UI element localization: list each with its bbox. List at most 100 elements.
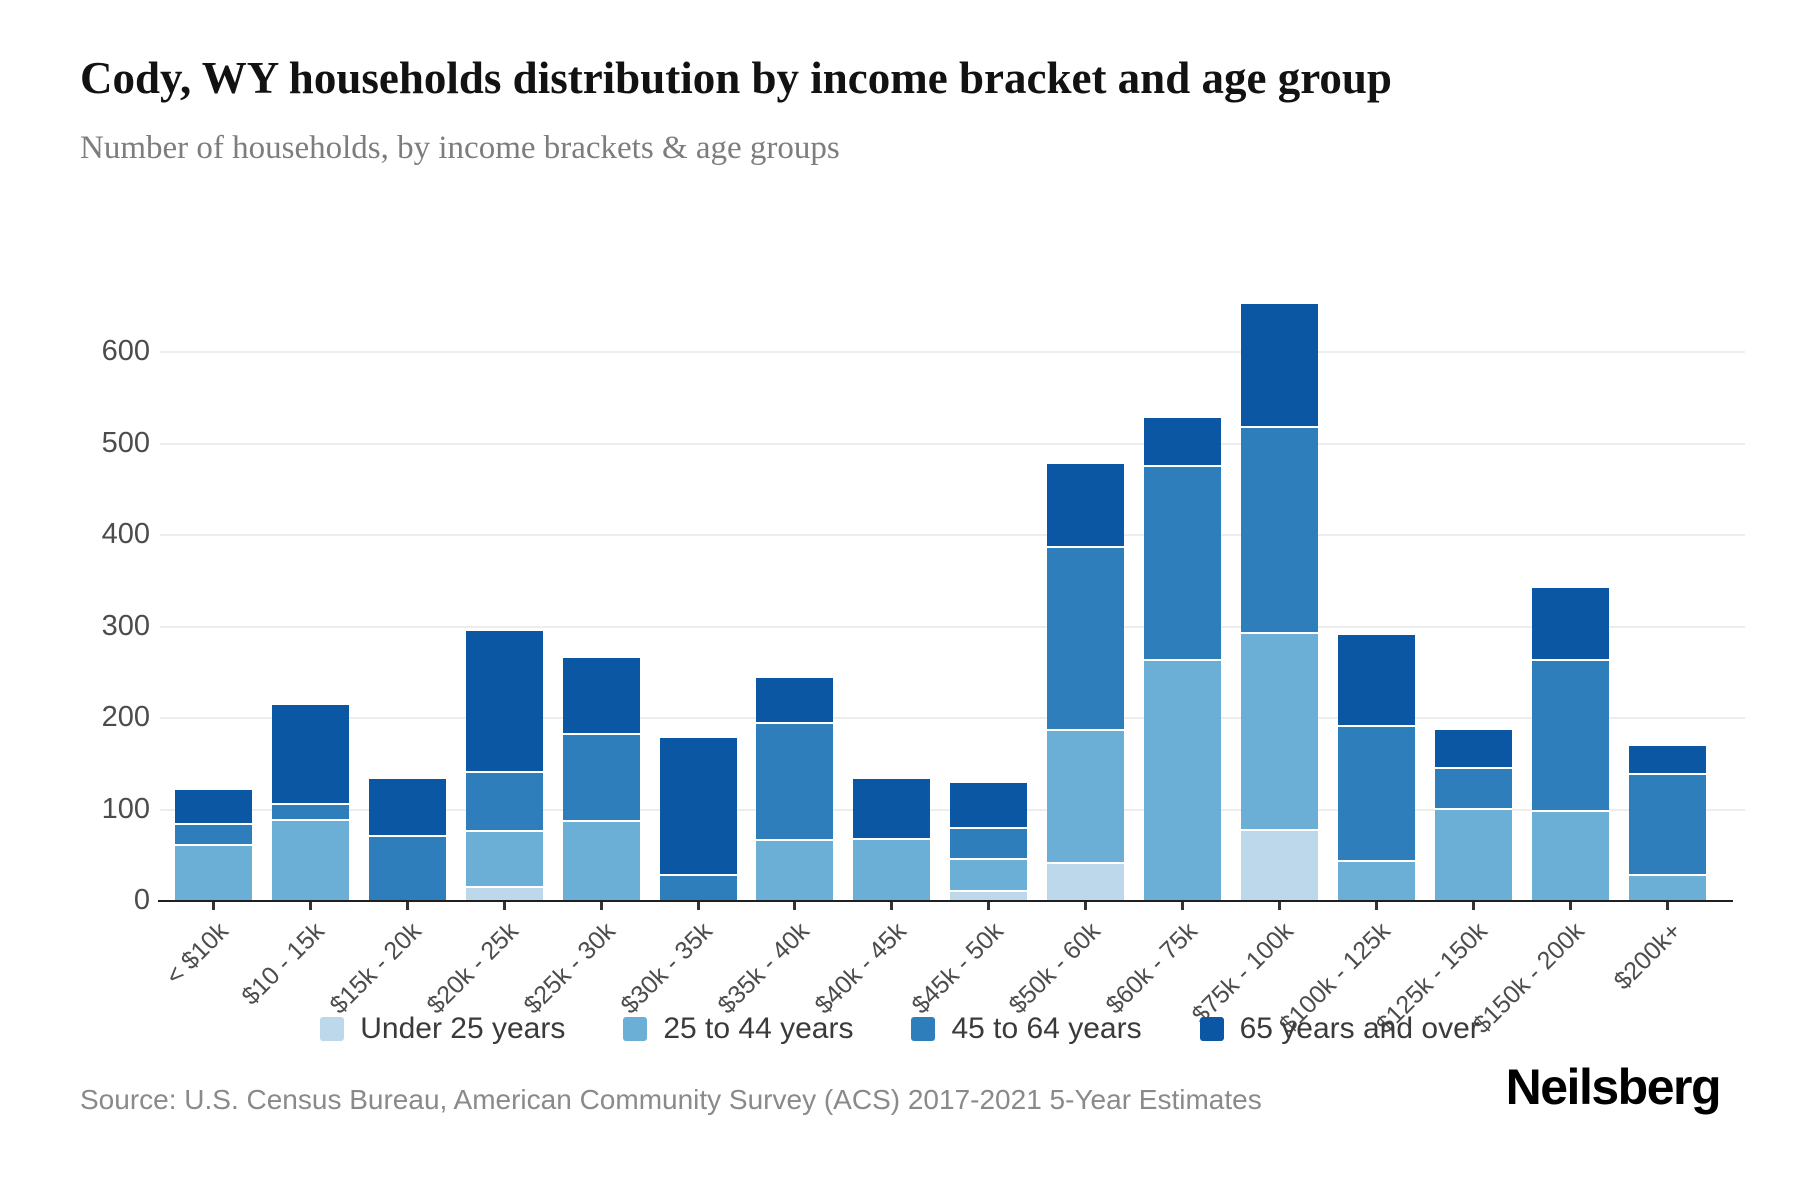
bar-$35k - 40k[interactable]: [756, 675, 834, 901]
bar-segment-65 years and over[interactable]: [271, 703, 349, 804]
x-axis-tick: [696, 902, 700, 910]
legend-item-25 to 44 years[interactable]: 25 to 44 years: [623, 1012, 853, 1046]
bar-segment-25 to 44 years[interactable]: [756, 838, 834, 901]
y-axis-label-100: 100: [101, 792, 150, 825]
gridline-300: [160, 625, 1745, 628]
bar-segment-65 years and over[interactable]: [465, 629, 543, 772]
bar-segment-25 to 44 years[interactable]: [1434, 807, 1512, 901]
bar-segment-65 years and over[interactable]: [1337, 632, 1415, 726]
bar-segment-65 years and over[interactable]: [1434, 728, 1512, 767]
bar-segment-45 to 64 years[interactable]: [1531, 658, 1609, 811]
bar-segment-25 to 44 years[interactable]: [1144, 659, 1221, 901]
legend-item-45 to 64 years[interactable]: 45 to 64 years: [911, 1012, 1142, 1046]
bar-$60k - 75k[interactable]: [1144, 416, 1221, 901]
bar-segment-25 to 44 years[interactable]: [1337, 859, 1415, 901]
bar-segment-25 to 44 years[interactable]: [271, 818, 349, 901]
neilsberg-logo: Neilsberg: [1505, 1059, 1722, 1115]
y-axis-label-0: 0: [133, 884, 150, 916]
gridline-600: [160, 351, 1745, 353]
y-axis-label-400: 400: [101, 518, 150, 550]
x-axis-tick: [1374, 902, 1378, 910]
bar-segment-25 to 44 years[interactable]: [1628, 873, 1706, 901]
bar-segment-65 years and over[interactable]: [1240, 301, 1318, 427]
bar-$200k+[interactable]: [1628, 743, 1706, 901]
bar-segment-65 years and over[interactable]: [659, 736, 737, 875]
bar-segment-Under 25 years[interactable]: [1047, 861, 1125, 901]
x-axis-tick: [987, 902, 991, 910]
bar-$40k - 45k[interactable]: [853, 776, 931, 901]
bar-$15k - 20k[interactable]: [368, 777, 446, 901]
bar-$75k - 100k[interactable]: [1240, 301, 1318, 901]
legend-swatch: [911, 1017, 936, 1041]
bar-segment-45 to 64 years[interactable]: [756, 721, 834, 839]
bar-segment-25 to 44 years[interactable]: [1240, 632, 1318, 829]
bar-segment-25 to 44 years[interactable]: [1531, 810, 1609, 901]
bar-segment-25 to 44 years[interactable]: [465, 829, 543, 887]
legend-swatch: [320, 1017, 345, 1041]
bar-$150k - 200k[interactable]: [1531, 586, 1609, 901]
bar-segment-45 to 64 years[interactable]: [1047, 545, 1125, 729]
legend-label: 45 to 64 years: [951, 1012, 1142, 1045]
legend-item-Under 25 years[interactable]: Under 25 years: [320, 1012, 565, 1046]
bar-segment-65 years and over[interactable]: [1628, 743, 1706, 773]
bar-segment-Under 25 years[interactable]: [1240, 828, 1318, 901]
bar-segment-25 to 44 years[interactable]: [1047, 728, 1125, 862]
bar-< $10k[interactable]: [175, 788, 252, 901]
bar-segment-25 to 44 years[interactable]: [175, 844, 252, 901]
bar-$25k - 30k[interactable]: [562, 655, 640, 901]
x-axis-tick: [1568, 902, 1572, 910]
bar-$45k - 50k[interactable]: [950, 781, 1028, 901]
bar-segment-65 years and over[interactable]: [368, 777, 446, 836]
bar-$20k - 25k[interactable]: [465, 629, 543, 901]
bar-segment-45 to 64 years[interactable]: [175, 823, 252, 845]
legend-label: 65 years and over: [1239, 1012, 1480, 1045]
bar-segment-Under 25 years[interactable]: [950, 890, 1028, 901]
bar-segment-65 years and over[interactable]: [756, 675, 834, 722]
bar-segment-45 to 64 years[interactable]: [659, 874, 737, 901]
x-axis-tick: [1471, 902, 1475, 910]
bar-segment-25 to 44 years[interactable]: [853, 837, 931, 901]
bar-segment-65 years and over[interactable]: [1047, 461, 1125, 546]
bar-segment-45 to 64 years[interactable]: [1434, 766, 1512, 808]
bar-segment-65 years and over[interactable]: [950, 781, 1028, 827]
y-axis-label-300: 300: [101, 609, 150, 642]
bar-segment-25 to 44 years[interactable]: [950, 858, 1028, 891]
bar-segment-Under 25 years[interactable]: [465, 886, 543, 901]
legend-swatch: [623, 1017, 648, 1041]
bar-segment-45 to 64 years[interactable]: [950, 826, 1028, 859]
legend-label: Under 25 years: [360, 1012, 566, 1045]
bar-segment-65 years and over[interactable]: [175, 788, 252, 824]
legend: Under 25 years 25 to 44 years 45 to 64 yea…: [0, 1012, 1800, 1046]
bar-segment-45 to 64 years[interactable]: [562, 732, 640, 820]
bar-$30k - 35k[interactable]: [659, 736, 737, 901]
bar-segment-45 to 64 years[interactable]: [1240, 426, 1318, 632]
x-axis-tick: [1277, 902, 1281, 910]
bar-segment-45 to 64 years[interactable]: [271, 803, 349, 819]
chart-subtitle: Number of households, by income brackets…: [80, 130, 840, 166]
x-axis-line: [158, 900, 1733, 902]
bar-segment-65 years and over[interactable]: [853, 776, 931, 838]
bar-$50k - 60k[interactable]: [1047, 461, 1125, 901]
bar-$100k - 125k[interactable]: [1337, 632, 1415, 901]
x-axis-tick: [793, 902, 797, 910]
chart-title: Cody, WY households distribution by inco…: [80, 53, 1392, 103]
bar-segment-65 years and over[interactable]: [562, 655, 640, 733]
x-axis-tick: [212, 902, 215, 910]
x-axis-tick: [1084, 902, 1088, 910]
legend-item-65 years and over[interactable]: 65 years and over: [1199, 1012, 1480, 1046]
bar-$10 - 15k[interactable]: [271, 703, 349, 901]
bar-segment-65 years and over[interactable]: [1531, 586, 1609, 659]
bar-segment-45 to 64 years[interactable]: [368, 835, 446, 901]
bar-segment-45 to 64 years[interactable]: [1337, 725, 1415, 860]
bar-segment-45 to 64 years[interactable]: [1144, 465, 1221, 660]
bar-segment-65 years and over[interactable]: [1144, 416, 1221, 466]
bar-$125k - 150k[interactable]: [1434, 728, 1512, 901]
x-axis-tick: [308, 902, 312, 910]
x-axis-tick: [599, 902, 603, 910]
x-axis-tick: [890, 902, 894, 910]
bar-segment-45 to 64 years[interactable]: [1628, 772, 1706, 874]
bar-segment-25 to 44 years[interactable]: [562, 819, 640, 901]
x-axis-tick: [1181, 902, 1184, 910]
bar-segment-45 to 64 years[interactable]: [465, 771, 543, 830]
